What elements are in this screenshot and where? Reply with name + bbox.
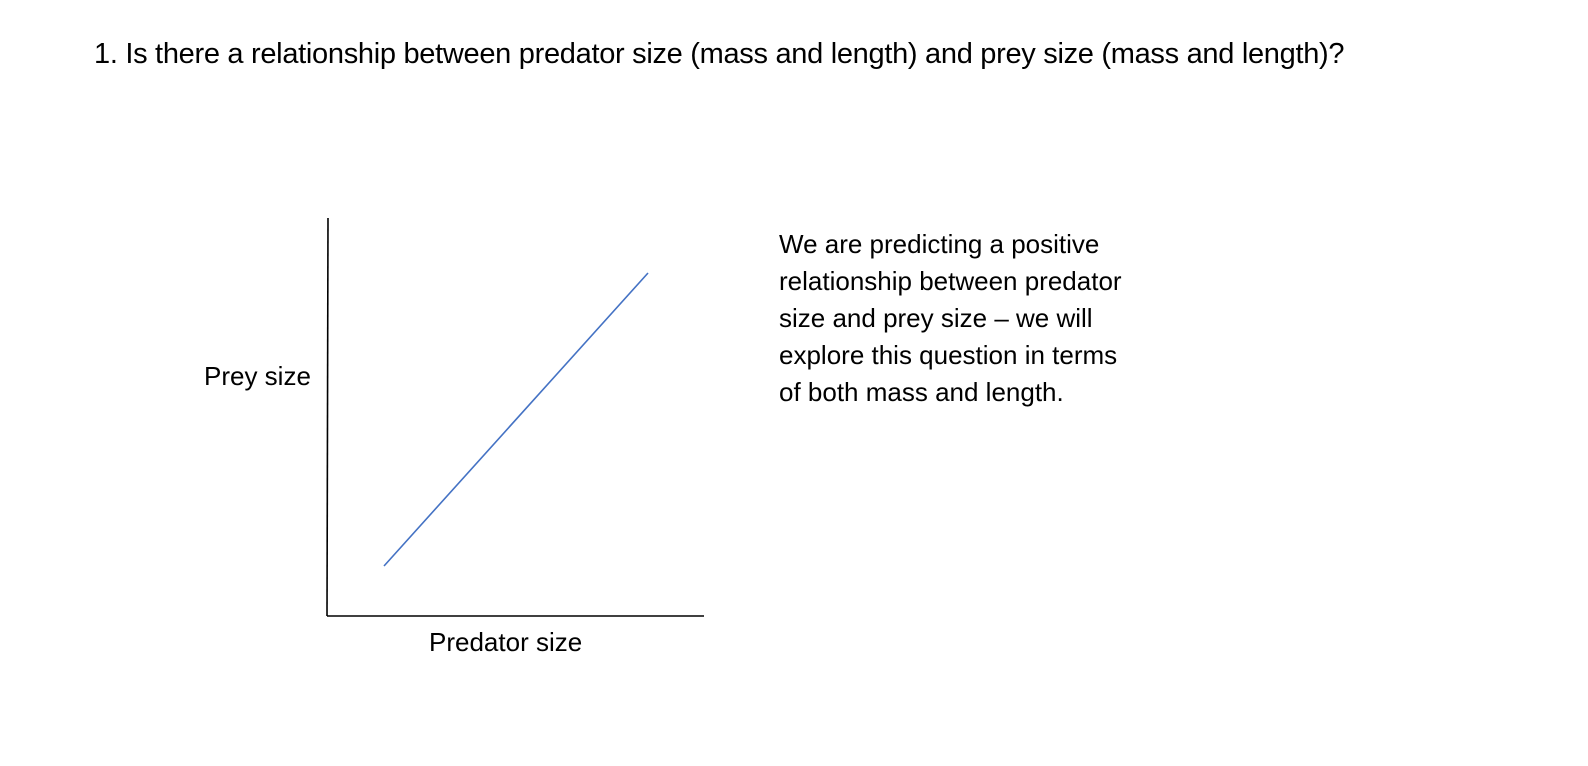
- prediction-note: We are predicting a positive relationshi…: [779, 226, 1199, 411]
- note-line: explore this question in terms: [779, 340, 1118, 370]
- note-line: relationship between predator: [779, 266, 1122, 296]
- y-axis-label: Prey size: [204, 361, 311, 391]
- question-heading: 1. Is there a relationship between preda…: [94, 38, 1345, 70]
- x-axis-label: Predator size: [429, 627, 583, 657]
- note-line: of both mass and length.: [779, 377, 1064, 407]
- note-line: We are predicting a positive: [779, 229, 1100, 259]
- positive-trend-line: [383, 272, 649, 567]
- y-axis: [326, 217, 329, 617]
- note-line: size and prey size – we will: [779, 303, 1093, 333]
